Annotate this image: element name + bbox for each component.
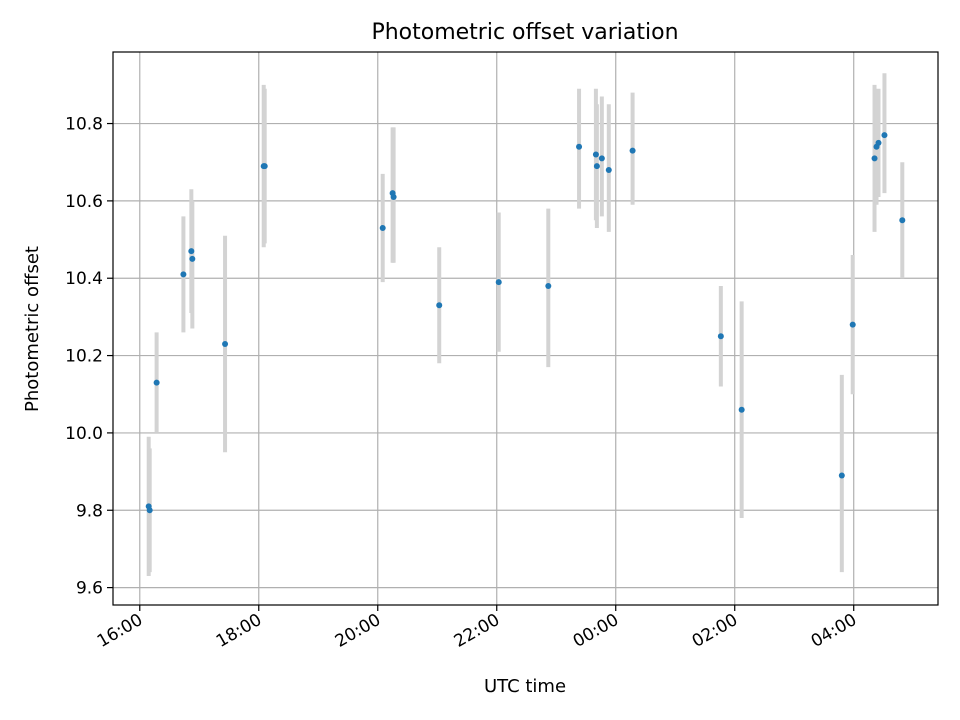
data-point [875,139,882,146]
data-point [153,379,160,386]
data-point [379,224,386,231]
data-point [545,282,552,289]
y-axis-label: Photometric offset [22,246,43,412]
data-point [576,143,583,150]
data-point [629,147,636,154]
data-point [838,472,845,479]
data-points [145,132,906,514]
data-point [605,166,612,173]
data-point [390,194,397,201]
y-tick-label: 10.6 [65,192,103,212]
x-axis-label: UTC time [484,676,566,697]
y-tick-label: 10.4 [65,269,103,289]
data-point [189,255,196,262]
data-point [222,340,229,347]
data-point [146,507,153,514]
y-tick-label: 9.6 [76,579,103,599]
y-tick-label: 9.8 [76,501,103,521]
data-point [717,333,724,340]
data-point [899,217,906,224]
y-tick-label: 10.2 [65,347,103,367]
data-point [598,155,605,162]
y-tick-label: 10.8 [65,115,103,135]
data-point [849,321,856,328]
y-tick-label: 10.0 [65,424,103,444]
data-point [593,163,600,170]
data-point [436,302,443,309]
data-point [738,406,745,413]
chart-title: Photometric offset variation [371,20,678,45]
grid-lines [113,52,938,605]
data-point [881,132,888,139]
data-point [871,155,878,162]
y-axis-ticks: 9.6 9.8 10.0 10.2 10.4 10.6 10.8 [65,115,113,599]
data-point [180,271,187,278]
data-point [188,248,195,255]
data-point [261,163,268,170]
data-point [495,279,502,286]
data-point [592,151,599,158]
plot-frame [112,51,939,606]
